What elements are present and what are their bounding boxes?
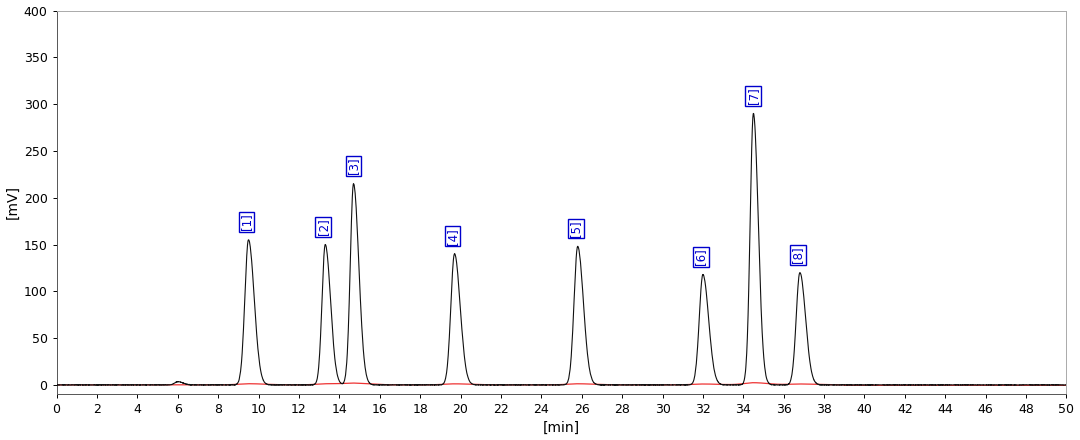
Y-axis label: [mV]: [mV] [5, 185, 19, 220]
Text: [4]: [4] [446, 228, 459, 245]
Text: [8]: [8] [792, 246, 805, 263]
Text: [7]: [7] [747, 88, 760, 104]
Text: [6]: [6] [694, 248, 707, 265]
Text: [1]: [1] [240, 214, 253, 231]
X-axis label: [min]: [min] [543, 421, 580, 434]
Text: [3]: [3] [347, 158, 360, 174]
Text: [2]: [2] [316, 218, 329, 235]
Text: [5]: [5] [569, 220, 582, 237]
